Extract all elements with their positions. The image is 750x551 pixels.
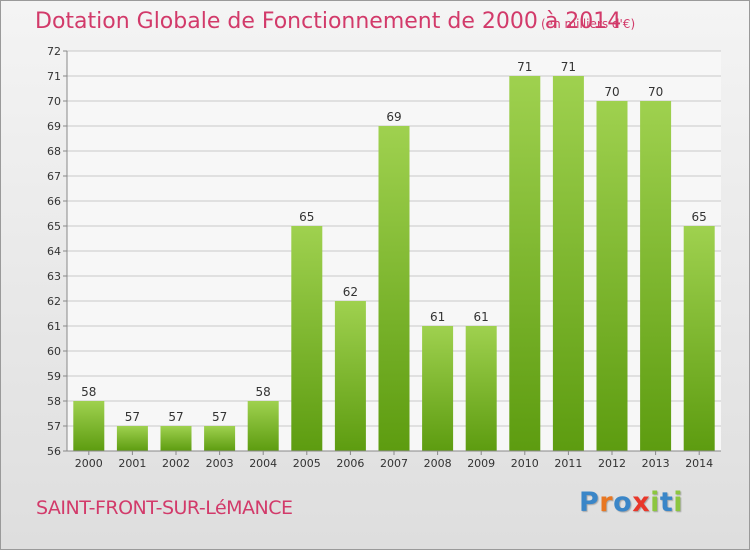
x-tick-label: 2002 [162, 457, 190, 470]
x-tick-label: 2012 [598, 457, 626, 470]
logo-letter: x [632, 487, 651, 518]
data-label: 70 [648, 85, 663, 99]
x-tick-label: 2005 [293, 457, 321, 470]
logo-letter: i [650, 487, 660, 518]
data-label: 71 [517, 60, 532, 74]
x-tick-label: 2010 [511, 457, 539, 470]
bar [552, 76, 584, 451]
y-tick-label: 57 [47, 420, 61, 433]
logo-letter: o [613, 487, 633, 518]
x-tick-label: 2003 [206, 457, 234, 470]
bar [683, 226, 715, 451]
logo-letter: r [599, 487, 614, 518]
y-tick-label: 68 [47, 145, 61, 158]
y-tick-label: 67 [47, 170, 61, 183]
y-tick-label: 70 [47, 95, 61, 108]
y-tick-label: 56 [47, 445, 61, 458]
bar [73, 401, 105, 451]
x-tick-label: 2009 [467, 457, 495, 470]
x-tick-label: 2007 [380, 457, 408, 470]
y-tick-label: 63 [47, 270, 61, 283]
y-tick-label: 58 [47, 395, 61, 408]
chart-title: Dotation Globale de Fonctionnement de 20… [35, 9, 622, 34]
y-tick-label: 66 [47, 195, 61, 208]
logo-letter: i [673, 487, 684, 518]
x-tick-label: 2013 [642, 457, 670, 470]
bar [204, 426, 236, 451]
bar [116, 426, 148, 451]
bar [509, 76, 541, 451]
data-label: 58 [256, 385, 271, 399]
data-label: 61 [474, 310, 489, 324]
logo-letter: t [659, 487, 674, 518]
x-tick-label: 2014 [685, 457, 713, 470]
x-tick-label: 2008 [424, 457, 452, 470]
y-tick-label: 65 [47, 220, 61, 233]
data-label: 69 [386, 110, 401, 124]
y-tick-label: 61 [47, 320, 61, 333]
y-tick-label: 71 [47, 70, 61, 83]
y-tick-label: 64 [47, 245, 61, 258]
y-tick-label: 60 [47, 345, 61, 358]
x-tick-label: 2004 [249, 457, 277, 470]
bar [247, 401, 279, 451]
data-label: 61 [430, 310, 445, 324]
x-tick-label: 2011 [554, 457, 582, 470]
data-label: 62 [343, 285, 358, 299]
commune-name: SAINT-FRONT-SUR-LéMANCE [36, 497, 293, 519]
data-label: 57 [212, 410, 227, 424]
bar [465, 326, 497, 451]
x-tick-label: 2000 [75, 457, 103, 470]
logo-letter: P [579, 487, 600, 518]
bar [640, 101, 672, 451]
data-label: 71 [561, 60, 576, 74]
data-label: 70 [604, 85, 619, 99]
bar [422, 326, 454, 451]
x-tick-label: 2006 [336, 457, 364, 470]
data-label: 65 [692, 210, 707, 224]
unit-note: (en milliers d'€) [541, 17, 636, 31]
bar [334, 301, 366, 451]
bar [160, 426, 192, 451]
data-label: 65 [299, 210, 314, 224]
y-tick-label: 69 [47, 120, 61, 133]
data-label: 57 [168, 410, 183, 424]
proxiti-logo: Proxiti [579, 487, 683, 518]
bar [291, 226, 323, 451]
x-tick-label: 2001 [118, 457, 146, 470]
y-tick-label: 59 [47, 370, 61, 383]
bar [596, 101, 628, 451]
bar [378, 126, 410, 451]
y-tick-label: 72 [47, 45, 61, 58]
y-tick-label: 62 [47, 295, 61, 308]
data-label: 58 [81, 385, 96, 399]
data-label: 57 [125, 410, 140, 424]
